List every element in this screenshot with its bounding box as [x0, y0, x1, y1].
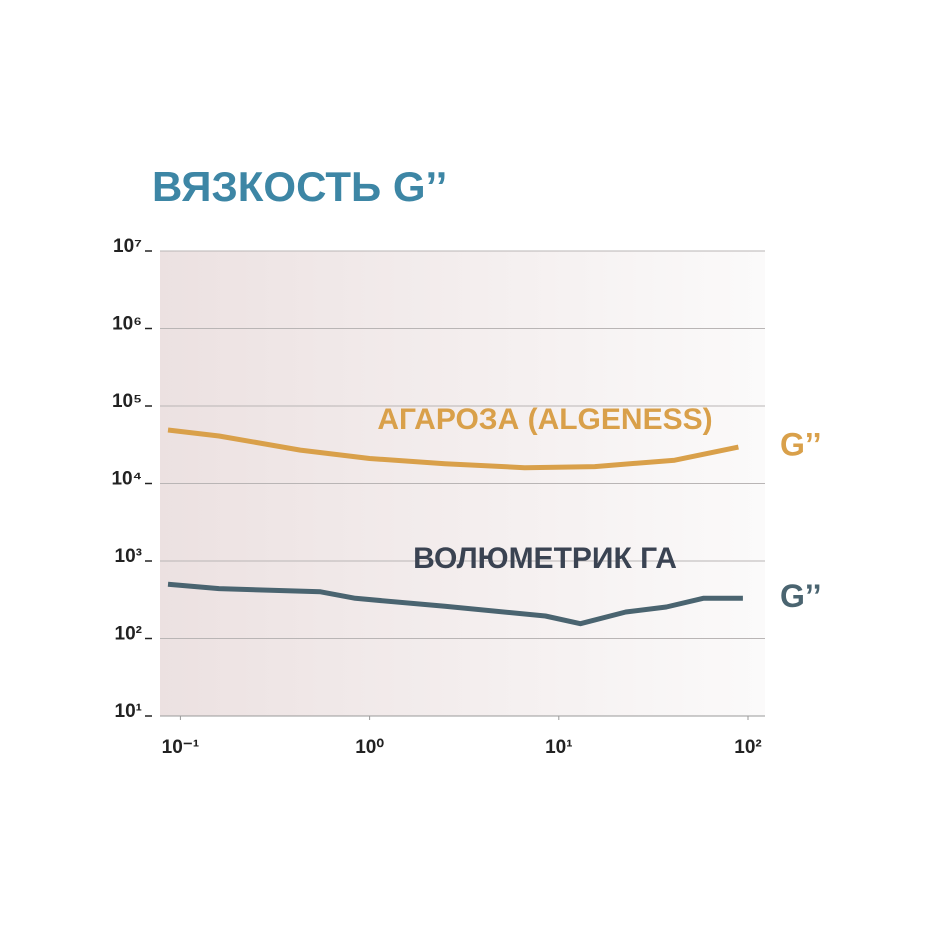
- x-tick-label: 10⁻¹: [162, 737, 200, 758]
- chart-title: ВЯЗКОСТЬ G’’: [152, 163, 447, 210]
- series-label: АГАРОЗА (ALGENESS): [377, 403, 712, 436]
- y-tick-label: 10⁵: [112, 391, 142, 412]
- series-line: [167, 427, 739, 471]
- y-tick-label: 10²: [115, 624, 142, 645]
- y-tick-label: 10⁶: [112, 314, 142, 335]
- y-tick-label: 10⁷: [113, 236, 142, 257]
- x-tick-label: 10²: [734, 737, 761, 758]
- series-name: G’’: [780, 427, 821, 463]
- y-tick-label: 10³: [115, 546, 142, 567]
- y-tick-label: 10¹: [115, 701, 142, 722]
- series-label: ВОЛЮМЕТРИК ГА: [413, 542, 677, 575]
- x-tick-label: 10¹: [545, 737, 572, 758]
- y-tick-label: 10⁴: [111, 469, 142, 490]
- series-line: [167, 581, 743, 627]
- x-tick-label: 10⁰: [355, 737, 384, 758]
- series-name: G’’: [780, 578, 821, 614]
